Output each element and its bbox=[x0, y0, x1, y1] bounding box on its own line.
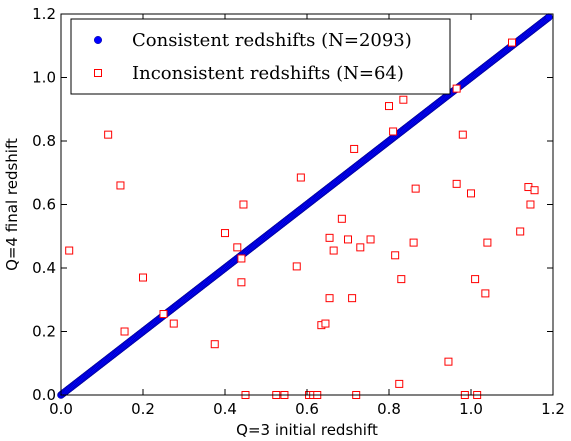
inconsistent-point bbox=[104, 130, 113, 139]
inconsistent-point bbox=[452, 179, 461, 188]
x-axis-label: Q=3 initial redshift bbox=[236, 421, 378, 439]
inconsistent-point bbox=[221, 229, 229, 238]
axes: 0.0 0.2 0.4 0.6 0.8 1.0 1.2 0.0 0.2 0.4 0.6 0.8 1.0 1… bbox=[32, 5, 565, 418]
inconsistent-point bbox=[296, 173, 305, 182]
inconsistent-point bbox=[356, 243, 365, 252]
inconsistent-point bbox=[397, 275, 406, 284]
inconsistent-point bbox=[116, 181, 125, 190]
inconsistent-point bbox=[233, 243, 242, 252]
inconsistent-point bbox=[471, 275, 480, 284]
legend-box bbox=[70, 18, 451, 95]
legend-inconsistent-label: Inconsistent redshifts (N=64) bbox=[132, 63, 404, 84]
inconsistent-point bbox=[120, 327, 129, 336]
inconsistent-point bbox=[467, 189, 475, 198]
inconsistent-point bbox=[481, 289, 490, 298]
x-tick-label: 0.2 bbox=[131, 400, 155, 418]
inconsistent-point bbox=[344, 235, 352, 244]
y-tick-label: 0.6 bbox=[32, 196, 56, 214]
inconsistent-point bbox=[399, 95, 408, 104]
x-tick-label: 0.6 bbox=[295, 400, 319, 418]
inconsistent-point bbox=[526, 200, 535, 209]
legend-consistent-label: Consistent redshifts (N=2093) bbox=[132, 30, 412, 51]
inconsistent-point bbox=[337, 214, 346, 223]
inconsistent-point bbox=[325, 294, 334, 303]
x-tick-label: 1.0 bbox=[459, 400, 483, 418]
legend-consistent-marker bbox=[93, 36, 102, 45]
inconsistent-point bbox=[458, 130, 467, 139]
x-tick-label: 0.0 bbox=[49, 400, 73, 418]
inconsistent-point bbox=[391, 251, 400, 260]
x-tick-label: 0.4 bbox=[213, 400, 237, 418]
inconsistent-point bbox=[325, 233, 334, 242]
legend: Consistent redshifts (N=2093) Inconsisten… bbox=[70, 18, 451, 95]
inconsistent-point bbox=[411, 184, 420, 193]
inconsistent-point bbox=[385, 102, 393, 111]
inconsistent-point bbox=[237, 254, 246, 263]
inconsistent-point bbox=[516, 227, 525, 236]
consistent-point bbox=[545, 13, 553, 21]
inconsistent-point bbox=[530, 186, 539, 195]
inconsistent-point bbox=[350, 144, 359, 153]
inconsistent-point bbox=[321, 319, 330, 328]
inconsistent-point bbox=[508, 38, 516, 47]
y-tick-label: 0.0 bbox=[32, 386, 56, 404]
inconsistent-point bbox=[139, 273, 147, 282]
legend-inconsistent-marker bbox=[94, 69, 102, 77]
inconsistent-point bbox=[395, 379, 404, 388]
inconsistent-point bbox=[452, 84, 461, 93]
inconsistent-point bbox=[237, 278, 246, 287]
y-axis-label: Q=4 final redshift bbox=[3, 138, 21, 271]
inconsistent-point bbox=[239, 200, 248, 209]
inconsistent-point bbox=[444, 357, 453, 366]
y-tick-label: 0.4 bbox=[32, 259, 56, 277]
inconsistent-point bbox=[159, 310, 168, 319]
inconsistent-point bbox=[292, 262, 301, 271]
inconsistent-point bbox=[169, 319, 178, 328]
y-tick-label: 1.0 bbox=[32, 69, 56, 87]
y-tick-label: 0.2 bbox=[32, 323, 56, 341]
y-tick-label: 1.2 bbox=[32, 5, 56, 23]
inconsistent-point bbox=[329, 246, 338, 255]
inconsistent-point bbox=[348, 294, 357, 303]
inconsistent-point bbox=[366, 235, 375, 244]
inconsistent-point bbox=[389, 127, 398, 136]
inconsistent-point bbox=[65, 246, 74, 255]
inconsistent-point bbox=[483, 238, 492, 247]
y-tick-label: 0.8 bbox=[32, 132, 56, 150]
inconsistent-point bbox=[409, 238, 418, 247]
x-tick-label: 0.8 bbox=[377, 400, 401, 418]
inconsistent-point bbox=[210, 340, 219, 349]
x-tick-label: 1.2 bbox=[541, 400, 565, 418]
